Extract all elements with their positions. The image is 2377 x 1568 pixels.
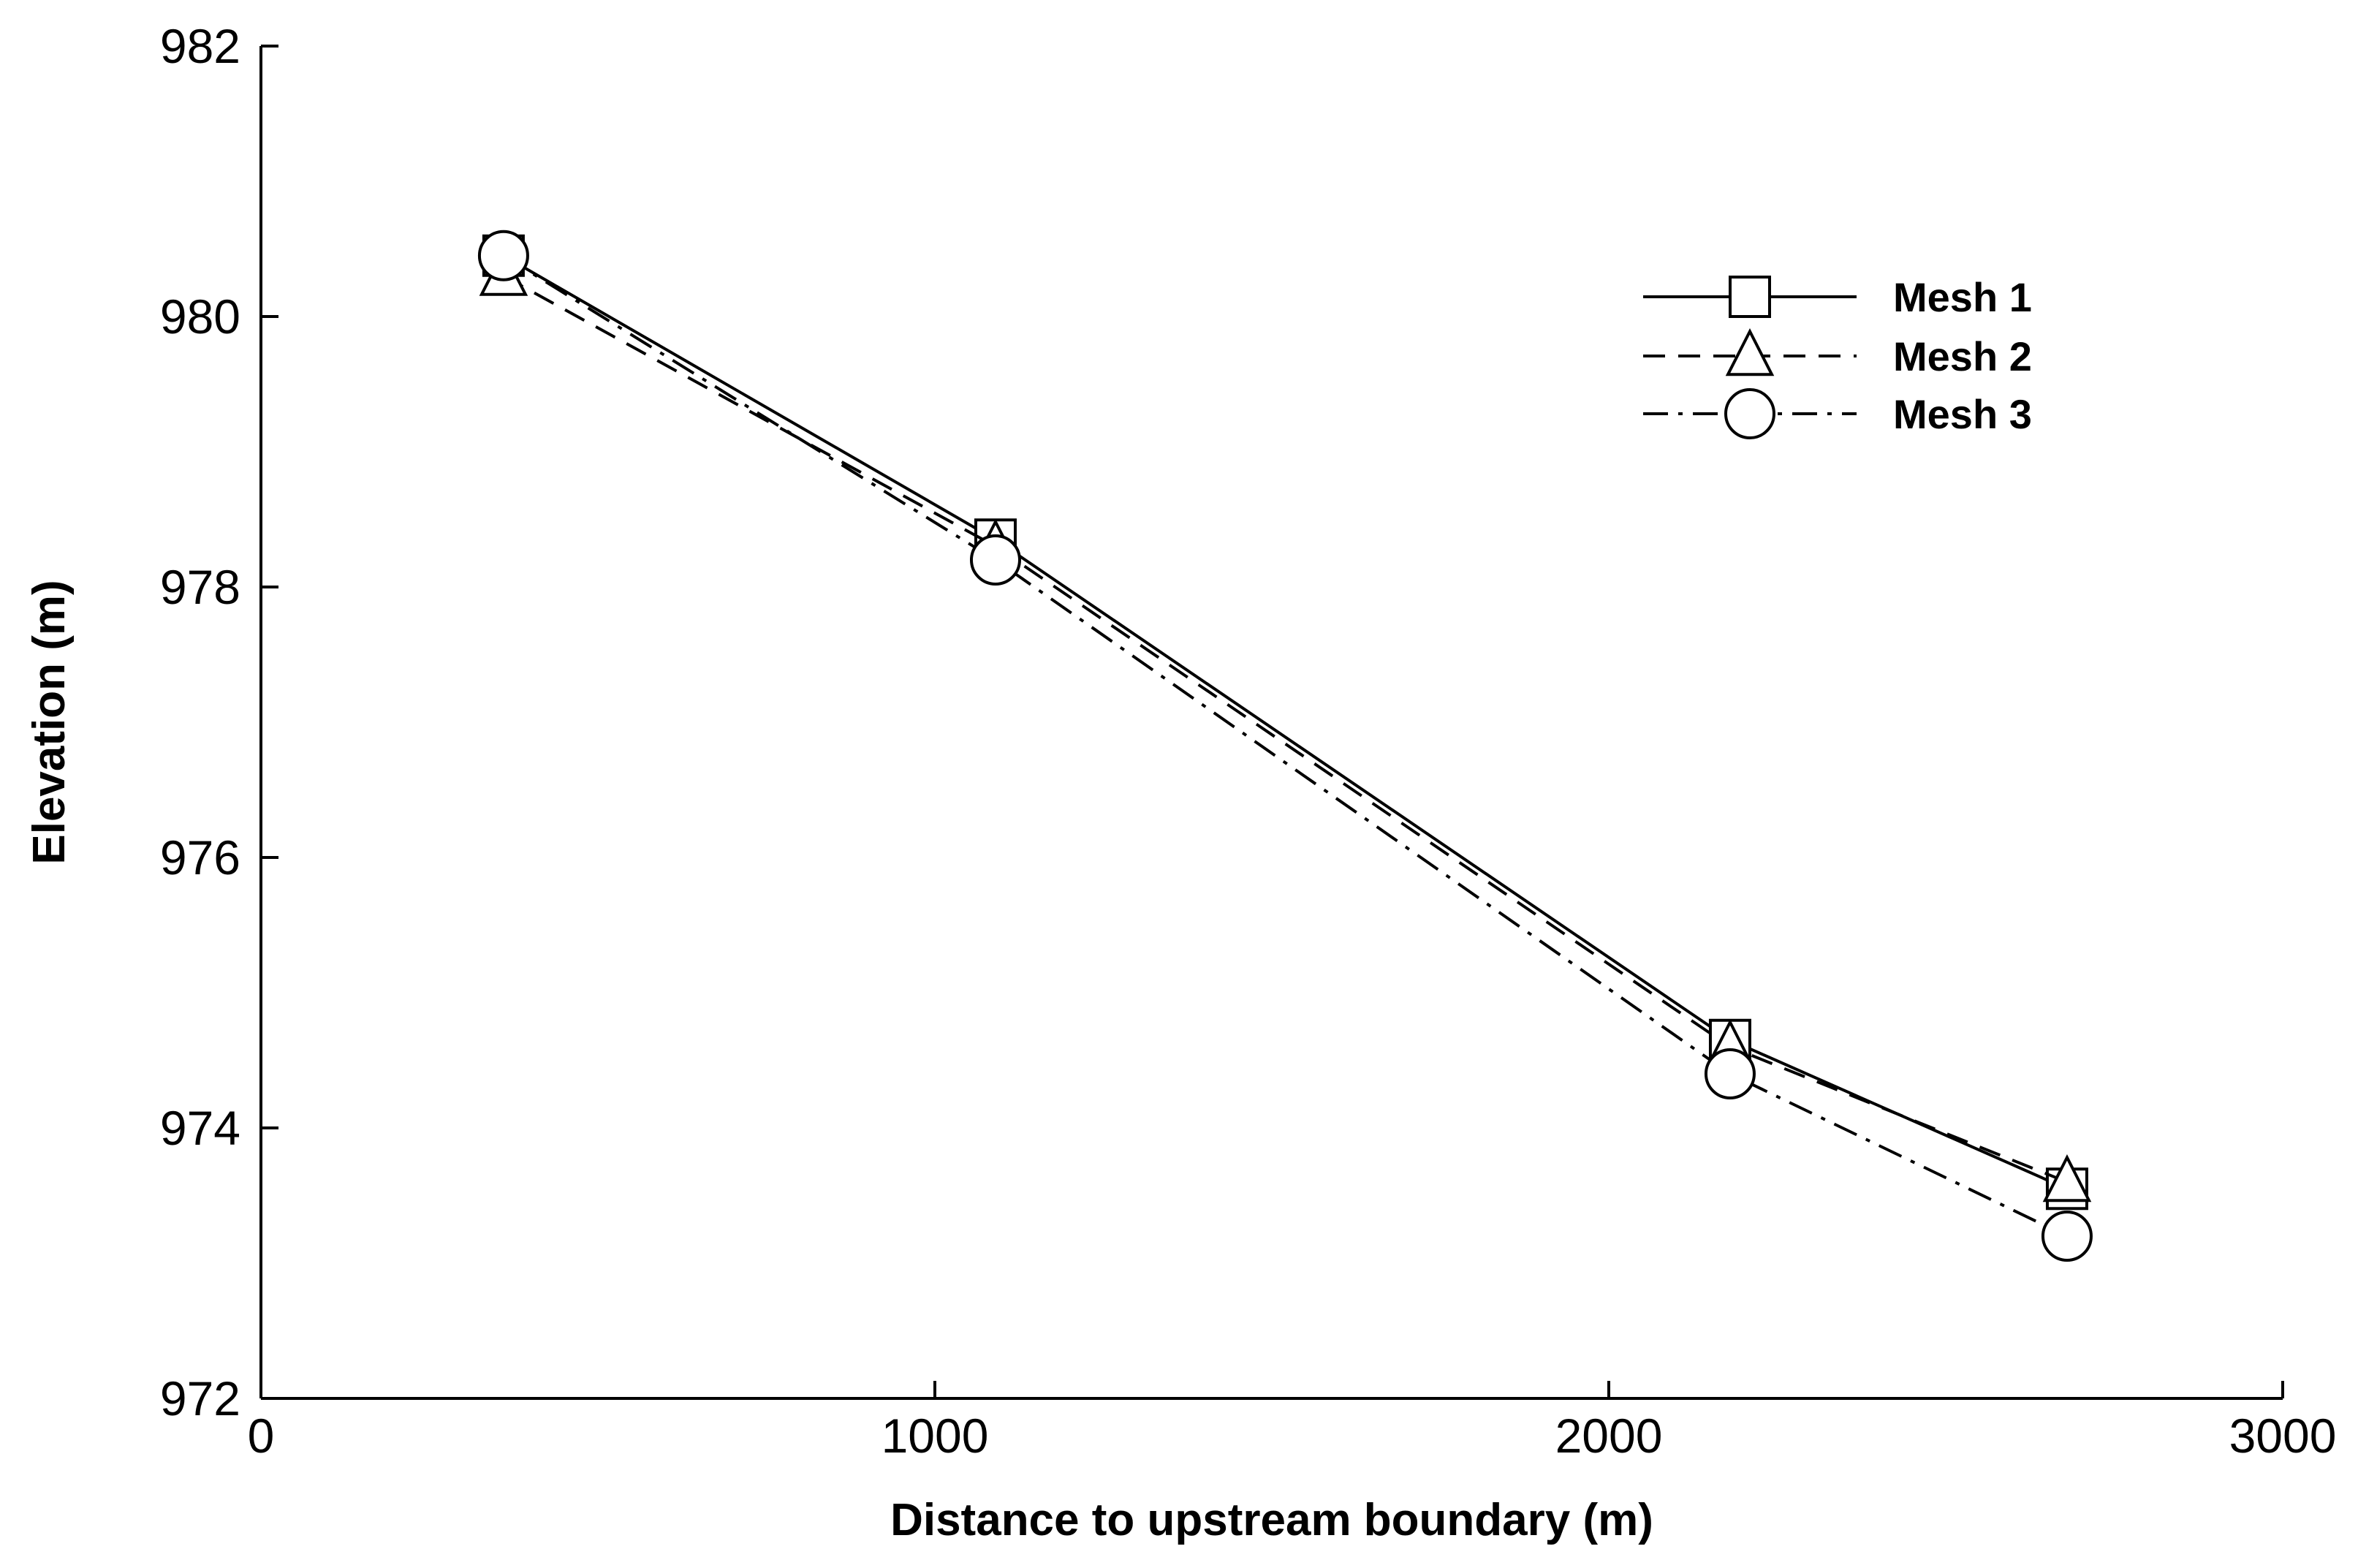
axes [259, 46, 2283, 1400]
series-2 [479, 248, 2092, 1202]
legend-item: Mesh 2 [1643, 327, 2032, 379]
y-tick-label: 978 [160, 560, 240, 614]
legend-label: Mesh 1 [1893, 274, 2032, 320]
series-1 [482, 234, 2088, 1211]
series-3 [477, 230, 2093, 1262]
y-tick-label: 972 [160, 1371, 240, 1425]
x-tick-label: 2000 [1555, 1409, 1663, 1463]
y-axis-title: Elevation (m) [24, 580, 75, 864]
data-point [969, 534, 1021, 586]
legend-item: Mesh 3 [1643, 388, 2032, 439]
legend: Mesh 1 Mesh 2 Mesh 3 [1643, 274, 2032, 439]
tick-labels: 0 1000 2000 3000 972 974 976 978 980 982 [160, 19, 2337, 1463]
x-axis-title: Distance to upstream boundary (m) [890, 1495, 1653, 1545]
y-tick-label: 980 [160, 289, 240, 344]
series-line [502, 274, 2068, 1183]
y-tick-label: 974 [160, 1101, 240, 1155]
series-group [477, 230, 2093, 1262]
ticks [259, 45, 2284, 1400]
legend-marker [1724, 388, 1775, 439]
y-tick-label: 982 [160, 19, 240, 73]
data-point [2041, 1211, 2093, 1262]
series-line [502, 254, 2068, 1238]
data-point [477, 230, 529, 281]
legend-marker [1725, 327, 1775, 376]
data-point [2042, 1154, 2092, 1202]
y-tick-label: 976 [160, 830, 240, 885]
x-tick-label: 0 [248, 1409, 275, 1463]
series-line [502, 254, 2068, 1191]
legend-label: Mesh 2 [1893, 333, 2032, 379]
data-point [1704, 1048, 1756, 1099]
legend-marker [1729, 276, 1771, 318]
legend-item: Mesh 1 [1643, 274, 2032, 320]
x-tick-label: 1000 [882, 1409, 989, 1463]
legend-label: Mesh 3 [1893, 391, 2032, 437]
x-tick-label: 3000 [2229, 1409, 2337, 1463]
